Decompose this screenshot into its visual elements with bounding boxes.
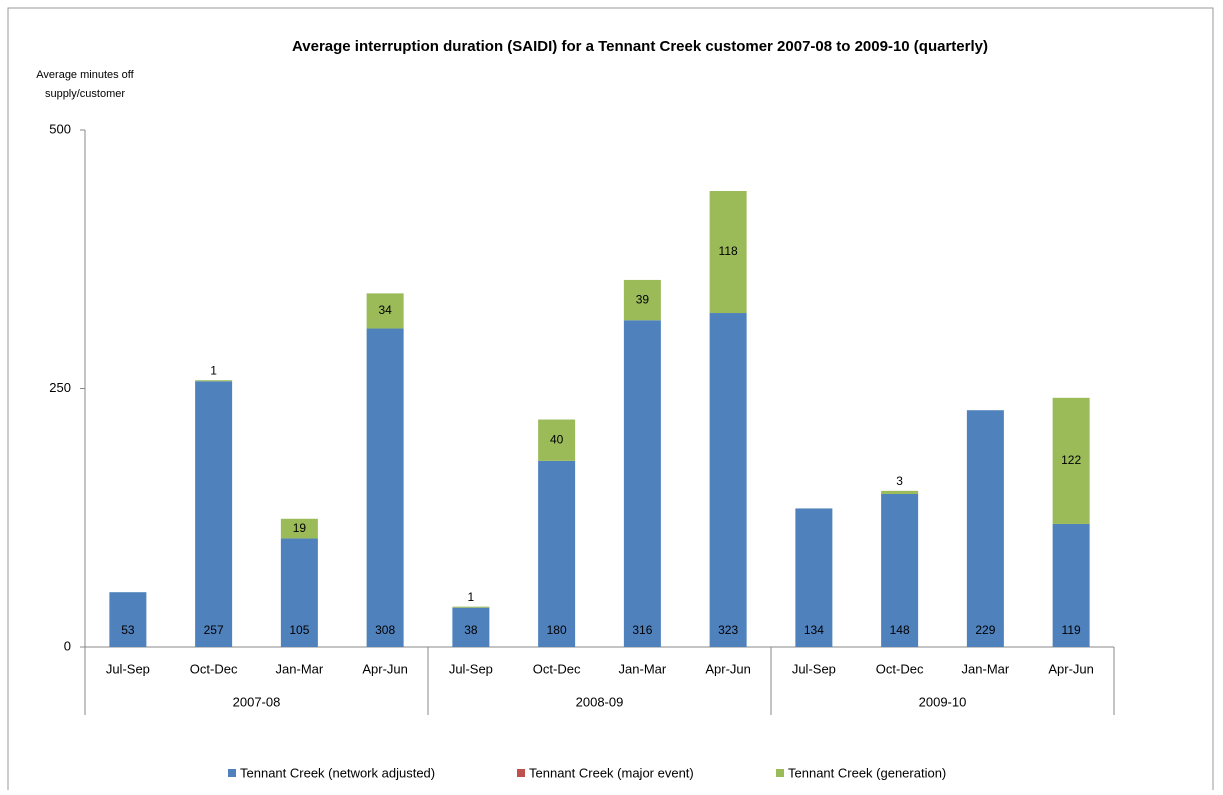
- bar-segment: [881, 490, 919, 494]
- data-label: 40: [550, 432, 564, 446]
- legend-label: Tennant Creek (major event): [529, 765, 694, 780]
- bar-segment: [966, 410, 1004, 647]
- bar-segment: [623, 279, 661, 321]
- x-tick-label: Jan-Mar: [276, 661, 324, 676]
- x-tick-label: Oct-Dec: [876, 661, 924, 676]
- x-tick-label: Jul-Sep: [449, 661, 493, 676]
- x-tick-label: Oct-Dec: [190, 661, 238, 676]
- bar-segment: [709, 191, 747, 314]
- data-label: 180: [547, 623, 567, 637]
- x-tick-label: Jul-Sep: [106, 661, 150, 676]
- data-label: 229: [975, 623, 995, 637]
- bar-segment: [881, 493, 919, 647]
- legend-swatch: [517, 769, 525, 777]
- bar-segment: [709, 313, 747, 647]
- bar-segment: [1052, 523, 1090, 647]
- bar-segment: [280, 518, 318, 539]
- bar-segment: [795, 508, 833, 647]
- data-label: 308: [375, 623, 395, 637]
- data-label: 19: [293, 521, 307, 535]
- data-label: 3: [896, 474, 903, 488]
- chart-title: Average interruption duration (SAIDI) fo…: [292, 38, 988, 55]
- legend-label: Tennant Creek (generation): [788, 765, 946, 780]
- data-label: 323: [718, 623, 738, 637]
- x-tick-label: Jan-Mar: [619, 661, 667, 676]
- data-label: 134: [804, 623, 824, 637]
- chart-border: [7, 7, 1214, 795]
- bar-segment: [366, 293, 404, 329]
- y-tick-label: 0: [64, 638, 71, 653]
- x-tick-label: Apr-Jun: [705, 661, 751, 676]
- bar-segment: [109, 592, 147, 647]
- data-label: 118: [719, 244, 738, 258]
- bar-segment: [280, 538, 318, 647]
- group-label: 2009-10: [919, 694, 967, 709]
- data-label: 1: [468, 590, 475, 604]
- data-label: 122: [1061, 453, 1081, 467]
- y-tick-label: 500: [49, 121, 71, 136]
- data-label: 34: [378, 303, 392, 317]
- group-label: 2007-08: [233, 694, 281, 709]
- x-tick-label: Jul-Sep: [792, 661, 836, 676]
- y-axis-label: Average minutes off: [36, 69, 134, 81]
- group-label: 2008-09: [576, 694, 624, 709]
- data-label: 39: [636, 292, 650, 306]
- legend-swatch: [228, 769, 236, 777]
- data-label: 38: [464, 623, 478, 637]
- data-label: 257: [204, 623, 224, 637]
- y-tick-label: 250: [49, 380, 71, 395]
- data-label: 316: [632, 623, 652, 637]
- x-tick-label: Apr-Jun: [362, 661, 408, 676]
- data-label: 148: [890, 623, 910, 637]
- bar-segment: [195, 380, 233, 382]
- bar-segment: [538, 419, 576, 461]
- bar-segment: [538, 460, 576, 647]
- data-label: 105: [289, 623, 309, 637]
- legend-swatch: [776, 769, 784, 777]
- data-label: 53: [121, 623, 135, 637]
- legend-label: Tennant Creek (network adjusted): [240, 765, 435, 780]
- x-tick-label: Apr-Jun: [1048, 661, 1094, 676]
- y-axis-label: supply/customer: [45, 88, 125, 100]
- bar-segment: [623, 320, 661, 647]
- data-label: 1: [210, 363, 217, 377]
- bar-segment: [452, 607, 490, 647]
- x-tick-label: Jan-Mar: [962, 661, 1010, 676]
- bar-segment: [366, 328, 404, 647]
- bar-segment: [452, 606, 490, 608]
- bar-segment: [195, 381, 233, 647]
- bar-segment: [1052, 397, 1090, 524]
- x-tick-label: Oct-Dec: [533, 661, 581, 676]
- data-label: 119: [1062, 623, 1081, 637]
